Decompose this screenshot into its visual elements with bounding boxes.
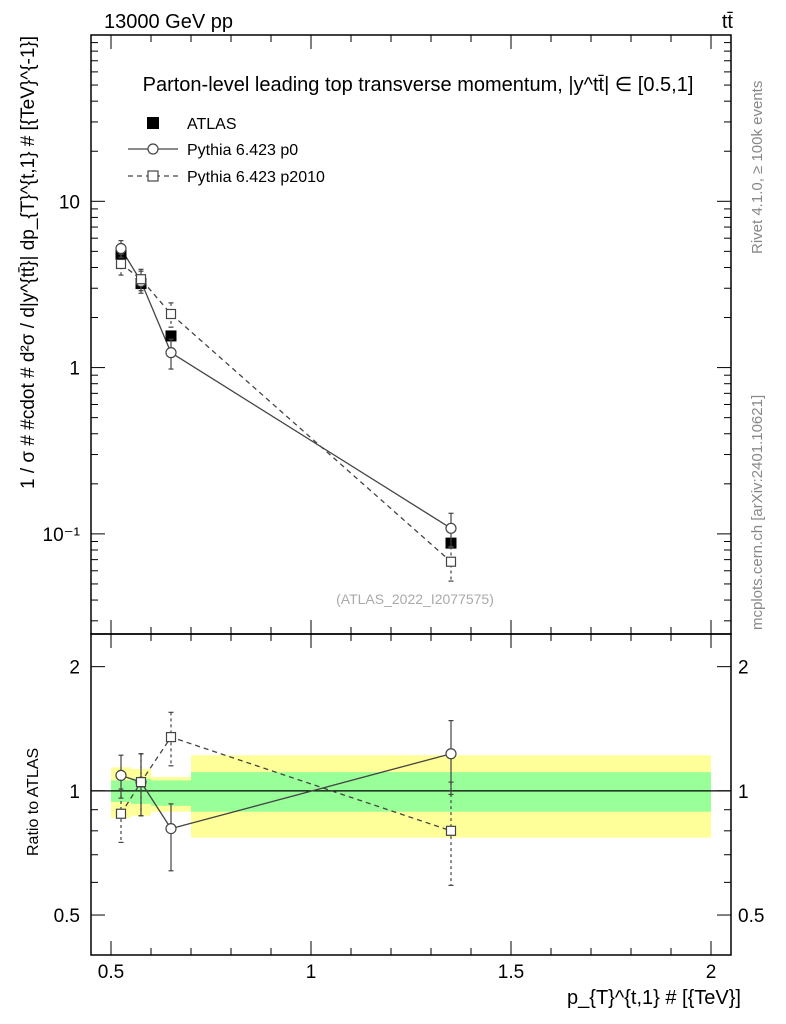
- x-tick-label: 2: [706, 962, 717, 983]
- ratio-y-axis-title: Ratio to ATLAS: [25, 748, 42, 856]
- process-label: tt̄: [722, 11, 734, 33]
- pythia-6-423-p2010-ratio-point: [135, 777, 147, 788]
- pythia-6-423-p0-point: [115, 242, 127, 255]
- atlas-point: [165, 330, 177, 342]
- mcplots-label: mcplots.cern.ch [arXiv:2401.10621]: [749, 395, 766, 630]
- pythia-6-423-p0-ratio-point: [445, 748, 457, 760]
- pythia-6-423-p0-point: [165, 347, 177, 359]
- ratio-y-tick-label-right: 1: [738, 782, 749, 803]
- legend-p2010-label: Pythia 6.423 p2010: [187, 169, 325, 186]
- ratio-y-tick-label-right: 2: [738, 658, 749, 679]
- x-tick-label: 0.5: [98, 962, 124, 983]
- pythia-6-423-p0-ratio-line: [120, 753, 452, 830]
- legend-p2010-marker: [147, 170, 159, 182]
- legend: ATLAS Pythia 6.423 p0 Pythia 6.423 p2010: [128, 116, 325, 186]
- ratio-panel: 0.5 1 1.5 2 0.5 0.5 1 1 2 2: [54, 633, 764, 983]
- energy-label: 13000 GeV pp: [104, 11, 233, 33]
- pythia-6-423-p2010-line: [120, 263, 452, 563]
- pythia-6-423-p0-line: [120, 248, 452, 529]
- pythia-6-423-p2010-point: [445, 556, 457, 567]
- legend-p0-label: Pythia 6.423 p0: [187, 142, 298, 159]
- y-axis-title: 1 / σ # #cdot # d²σ / d|y^{tt̄}| dp_{T}^…: [18, 36, 39, 489]
- main-panel: 10 1 10⁻¹ Parton-level leading top transve…: [43, 34, 732, 635]
- ratio-y-tick-label: 2: [69, 658, 80, 679]
- ratio-y-tick-label-right: 0.5: [738, 906, 764, 927]
- ratio-y-tick-label: 1: [69, 782, 80, 803]
- x-tick-label: 1.5: [498, 962, 524, 983]
- pythia-6-423-p0-point: [445, 522, 457, 534]
- pythia-6-423-p0-ratio-point: [115, 769, 127, 782]
- plot-title: Parton-level leading top transverse mome…: [143, 74, 694, 96]
- pythia-6-423-p2010-ratio-point: [445, 825, 457, 836]
- x-axis-title: p_{T}^{t,1} # [{TeV}]: [567, 987, 741, 1009]
- pythia-6-423-p2010-point: [135, 274, 147, 285]
- rivet-label: Rivet 4.1.0, ≥ 100k events: [749, 81, 766, 254]
- pythia-6-423-p0-ratio-point: [165, 822, 177, 835]
- legend-p0-marker: [147, 143, 159, 155]
- x-tick-label: 1: [306, 962, 317, 983]
- y-tick-label: 10: [59, 192, 80, 213]
- pythia-6-423-p2010-point: [115, 258, 127, 270]
- y-tick-label: 10⁻¹: [43, 525, 81, 546]
- pythia-6-423-p2010-point: [165, 308, 177, 320]
- ratio-frame: [90, 633, 732, 956]
- pythia-6-423-p2010-ratio-point: [165, 731, 177, 743]
- y-tick-label: 1: [69, 359, 80, 380]
- analysis-id: (ATLAS_2022_I2077575): [336, 591, 494, 607]
- stat-uncertainty-band: [151, 780, 191, 806]
- pythia-6-423-p2010-ratio-line: [120, 736, 452, 832]
- legend-atlas-label: ATLAS: [187, 116, 237, 133]
- ratio-y-tick-label: 0.5: [54, 906, 80, 927]
- pythia-6-423-p2010-ratio-point: [115, 808, 127, 819]
- legend-atlas-marker: [147, 117, 159, 129]
